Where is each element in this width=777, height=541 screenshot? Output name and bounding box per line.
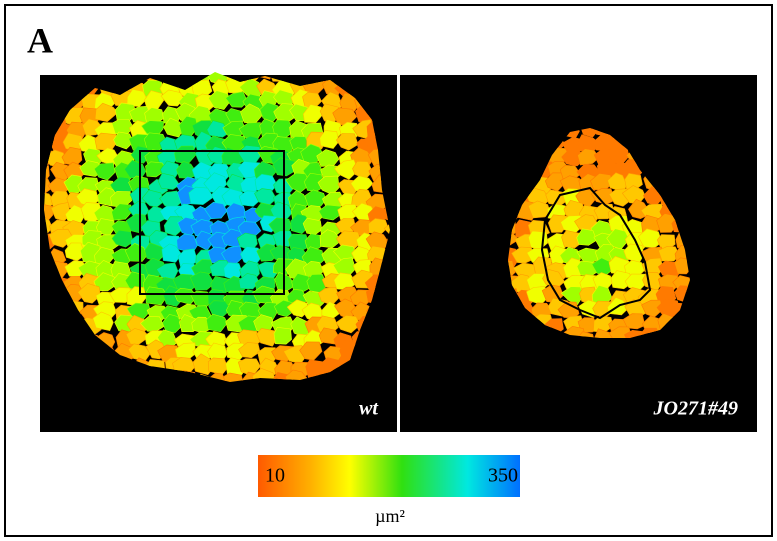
- cell: [527, 200, 552, 219]
- cell: [238, 190, 260, 207]
- cell: [77, 283, 101, 304]
- colorbar-min: 10: [265, 465, 285, 487]
- cell: [111, 229, 134, 248]
- cell: [608, 326, 632, 338]
- cell: [113, 131, 135, 150]
- cell: [319, 130, 340, 149]
- cell: [208, 90, 231, 110]
- cell: [162, 313, 184, 334]
- cell: [145, 161, 167, 178]
- colorbar-max: 350: [488, 465, 518, 487]
- cell: [334, 159, 359, 180]
- cell: [111, 203, 132, 221]
- cell: [302, 103, 324, 124]
- cell: [335, 314, 361, 334]
- cell: [204, 201, 228, 220]
- cell: [93, 272, 117, 292]
- colorbar-unit: µm²: [375, 506, 405, 526]
- cell: [318, 204, 343, 221]
- cell: [225, 91, 248, 108]
- cell: [658, 245, 680, 262]
- cell: [286, 299, 309, 318]
- cell: [161, 243, 182, 263]
- colorbar: [258, 455, 520, 497]
- roi-outline: [540, 186, 652, 320]
- cell: [188, 186, 214, 205]
- cell: [577, 148, 600, 166]
- cell: [256, 328, 277, 347]
- cell: [192, 353, 214, 376]
- cell: [579, 128, 599, 138]
- panel-label: A: [27, 20, 53, 60]
- cell: [285, 172, 311, 193]
- cell: [622, 313, 646, 330]
- cell: [206, 120, 230, 138]
- cell: [189, 271, 215, 291]
- cell: [157, 172, 181, 190]
- image-label: JO271#49: [653, 398, 738, 420]
- cell: [93, 162, 116, 181]
- cell: [191, 161, 216, 180]
- cell: [319, 229, 342, 249]
- cell: [273, 103, 297, 122]
- cell: [304, 189, 327, 208]
- cell: [284, 369, 310, 382]
- cell: [386, 232, 390, 252]
- cell: [560, 286, 584, 305]
- cell: [223, 372, 244, 382]
- cell: [256, 243, 278, 262]
- cell: [163, 117, 184, 138]
- cell: [124, 242, 147, 262]
- cell: [94, 132, 117, 151]
- cell: [92, 311, 114, 332]
- cell: [336, 133, 359, 151]
- cell: [259, 102, 280, 123]
- cell: [206, 313, 228, 333]
- cell: [238, 273, 260, 290]
- cell: [576, 228, 597, 246]
- image-label: wt: [359, 398, 379, 420]
- cell: [238, 342, 261, 359]
- cell: [273, 326, 292, 345]
- roi-square: [139, 150, 285, 295]
- cell: [114, 102, 137, 121]
- cell: [160, 89, 185, 107]
- cell: [574, 331, 596, 338]
- cells-wt: [44, 72, 390, 382]
- cell: [125, 328, 150, 345]
- cell: [94, 102, 119, 123]
